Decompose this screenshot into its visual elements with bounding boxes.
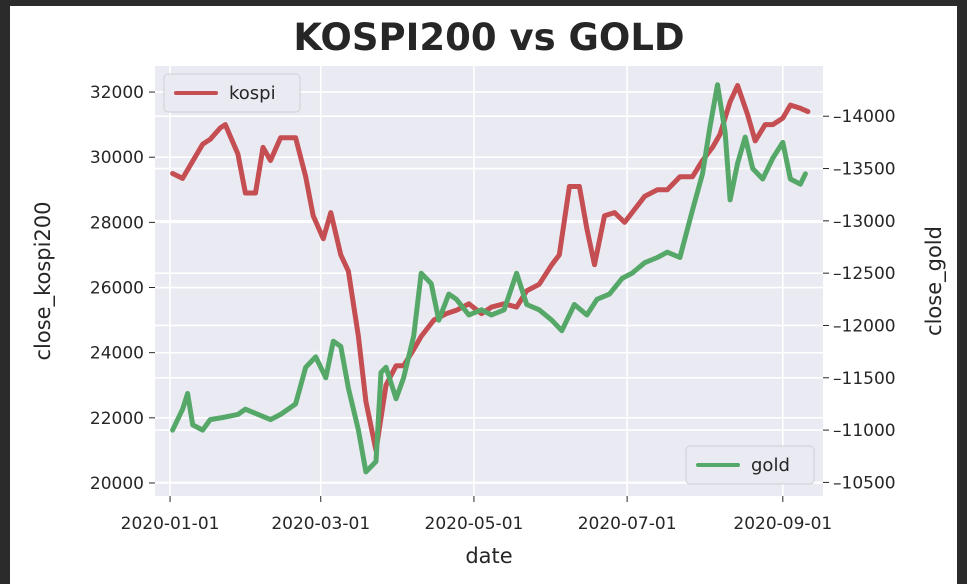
right-y-tick-label: –12500 <box>833 264 896 284</box>
legend-gold: gold <box>685 445 815 485</box>
left-y-tick-label: 28000 <box>90 213 144 233</box>
tick-layer: 2020-01-01 2020-03-01 2020-05-01 2020-07-01… <box>90 83 896 534</box>
right-y-tick-label: –11000 <box>833 421 896 441</box>
series-line-kospi <box>170 83 811 453</box>
x-tick-label: 2020-07-01 <box>578 514 677 534</box>
series-line-gold <box>170 82 808 475</box>
left-y-tick-label: 26000 <box>90 279 144 299</box>
x-tick-label: 2020-05-01 <box>425 514 524 534</box>
right-y-tick-label: –14000 <box>833 107 896 127</box>
legend-gold-box <box>685 445 815 485</box>
x-tick-label: 2020-03-01 <box>271 514 370 534</box>
dual-axis-line-chart: 2020-01-01 2020-03-01 2020-05-01 2020-07-01… <box>31 16 947 568</box>
x-axis-label: date <box>465 544 512 568</box>
right-y-tick-label: –10500 <box>833 473 896 493</box>
left-y-tick-label: 32000 <box>90 83 144 103</box>
x-tick-label: 2020-09-01 <box>733 514 832 534</box>
chart-figure: 2020-01-01 2020-03-01 2020-05-01 2020-07-01… <box>10 6 957 584</box>
chart-title: KOSPI200 vs GOLD <box>293 16 684 59</box>
legend-gold-label: gold <box>751 455 790 476</box>
right-y-tick-label: –12000 <box>833 316 896 336</box>
right-y-tick-label: –11500 <box>833 369 896 389</box>
left-y-tick-label: 20000 <box>90 474 144 494</box>
legend-kospi: kospi <box>163 73 301 113</box>
legend-kospi-box <box>163 73 301 113</box>
left-y-tick-label: 24000 <box>90 344 144 364</box>
left-y-tick-label: 22000 <box>90 409 144 429</box>
right-y-axis-label: close_gold <box>922 226 947 336</box>
left-y-tick-label: 30000 <box>90 148 144 168</box>
legend-kospi-label: kospi <box>229 83 276 104</box>
right-y-tick-label: –13500 <box>833 160 896 180</box>
right-y-tick-label: –13000 <box>833 212 896 232</box>
left-y-axis-label: close_kospi200 <box>31 201 56 360</box>
plot-area <box>155 66 823 496</box>
x-tick-label: 2020-01-01 <box>121 514 220 534</box>
series-layer <box>170 82 811 475</box>
